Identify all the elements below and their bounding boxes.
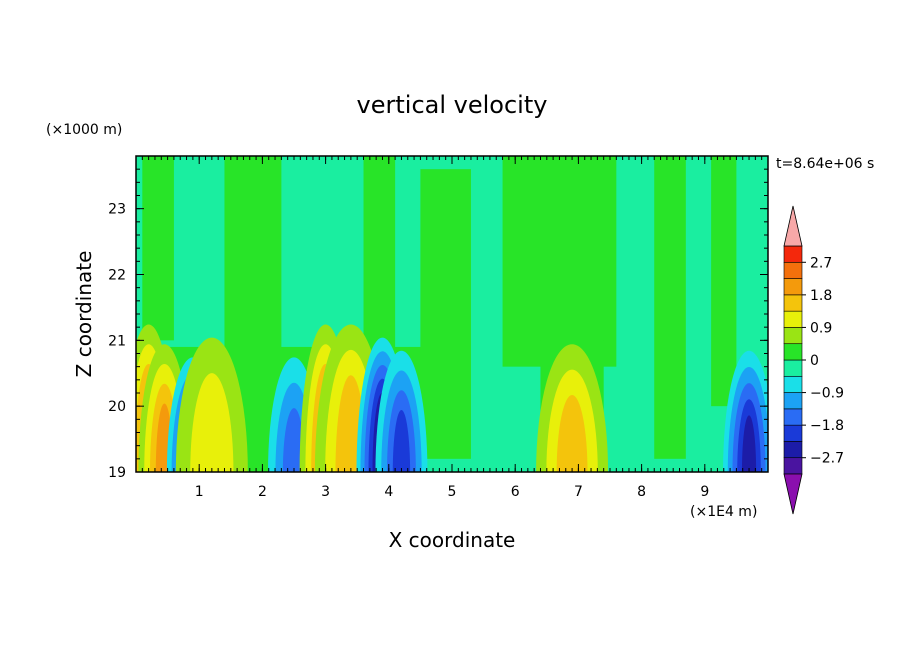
colorbar-under-arrow xyxy=(783,473,803,515)
x-tick-label: 7 xyxy=(574,484,583,500)
y-axis-label: Z coordinate xyxy=(72,251,96,378)
x-tick-label: 5 xyxy=(448,484,457,500)
contour-level xyxy=(392,410,411,472)
contour-field xyxy=(136,156,768,472)
colorbar-label: 0.9 xyxy=(810,320,832,336)
colorbar-label: 1.8 xyxy=(810,288,832,304)
colorbar-swatch xyxy=(783,294,803,312)
colorbar-label: −0.9 xyxy=(810,386,844,402)
contour-band xyxy=(142,156,174,341)
colorbar-swatch xyxy=(783,310,803,328)
colorbar-swatch xyxy=(783,424,803,442)
colorbar-label: −1.8 xyxy=(810,418,844,434)
colorbar-swatch xyxy=(783,457,803,475)
colorbar-swatch xyxy=(783,261,803,279)
contour-level xyxy=(190,373,234,472)
y-tick-label: 21 xyxy=(108,333,126,349)
colorbar: 2.7 1.8 0.9 0 −0.9 −1.8 −2.7 xyxy=(783,205,844,515)
velocity-cell xyxy=(175,337,248,472)
x-tick-label: 1 xyxy=(195,484,204,500)
x-tick-label: 6 xyxy=(511,484,520,500)
chart-title: vertical velocity xyxy=(357,91,548,119)
x-unit-label: (×1E4 m) xyxy=(690,504,757,520)
y-tick: 19 xyxy=(108,465,768,481)
colorbar-swatch xyxy=(783,408,803,426)
y-tick-label: 22 xyxy=(108,268,126,284)
contour-level xyxy=(741,415,757,472)
x-axis-label: X coordinate xyxy=(389,528,516,552)
y-axis: 19 20 21 22 23 xyxy=(108,155,768,481)
contour-band xyxy=(363,156,396,354)
colorbar-swatch xyxy=(783,327,803,345)
y-tick-label: 20 xyxy=(108,399,126,415)
contour-band xyxy=(654,156,686,459)
contour-level xyxy=(556,395,588,472)
colorbar-swatch xyxy=(783,375,803,393)
x-tick-label: 4 xyxy=(384,484,393,500)
velocity-cell xyxy=(536,344,609,472)
y-tick-label: 19 xyxy=(108,465,126,481)
x-tick-label: 3 xyxy=(321,484,330,500)
colorbar-label: 2.7 xyxy=(810,255,832,271)
y-unit-label: (×1000 m) xyxy=(46,122,122,138)
x-tick-label: 2 xyxy=(258,484,267,500)
contour-band xyxy=(420,169,471,459)
colorbar-swatch xyxy=(783,343,803,361)
y-tick-label: 23 xyxy=(108,202,126,218)
colorbar-swatch xyxy=(783,245,803,263)
velocity-cell xyxy=(723,350,768,472)
colorbar-swatch xyxy=(783,392,803,410)
colorbar-swatch xyxy=(783,441,803,459)
contour-band xyxy=(711,156,737,407)
x-axis: 1 2 3 4 5 6 7 8 9 xyxy=(141,156,769,500)
colorbar-over-arrow xyxy=(783,205,803,247)
colorbar-swatch xyxy=(783,359,803,377)
x-tick-label: 9 xyxy=(700,484,709,500)
time-label: t=8.64e+06 s xyxy=(776,156,874,172)
x-tick-label: 8 xyxy=(637,484,646,500)
contour-level xyxy=(282,408,306,472)
colorbar-label: −2.7 xyxy=(810,451,844,467)
velocity-cell xyxy=(375,350,428,472)
contour-band xyxy=(502,156,617,367)
colorbar-label: 0 xyxy=(810,353,819,369)
colorbar-swatch xyxy=(783,278,803,296)
plot-area xyxy=(136,156,768,472)
